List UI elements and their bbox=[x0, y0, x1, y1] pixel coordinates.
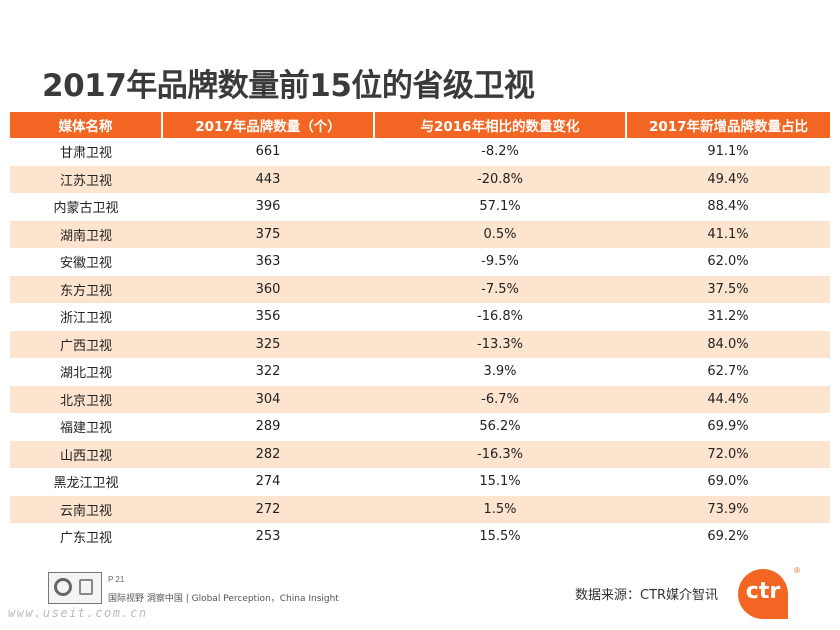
data-table: 媒体名称 2017年品牌数量（个） 与2016年相比的数量变化 2017年新增品牌数量… bbox=[10, 112, 830, 551]
column-header: 媒体名称 bbox=[10, 112, 163, 138]
channel-name-cell: 江苏卫视 bbox=[10, 165, 162, 193]
page-title: 2017年品牌数量前15位的省级卫视 bbox=[42, 68, 535, 104]
change-cell: -9.5% bbox=[374, 248, 626, 276]
brand-count-cell: 360 bbox=[162, 275, 374, 303]
change-cell: -20.8% bbox=[374, 165, 626, 193]
new-brand-share-cell: 62.0% bbox=[626, 248, 830, 276]
new-brand-share-cell: 88.4% bbox=[626, 193, 830, 221]
brand-count-cell: 375 bbox=[162, 220, 374, 248]
new-brand-share-cell: 69.9% bbox=[626, 413, 830, 441]
brand-count-cell: 274 bbox=[162, 468, 374, 496]
data-source: 数据来源：CTR媒介智讯 bbox=[575, 588, 719, 603]
table-row: 黑龙江卫视 274 15.1% 69.0% bbox=[10, 468, 830, 496]
change-cell: 56.2% bbox=[374, 413, 626, 441]
change-cell: -13.3% bbox=[374, 330, 626, 358]
channel-name-cell: 浙江卫视 bbox=[10, 303, 162, 331]
channel-name-cell: 湖南卫视 bbox=[10, 220, 162, 248]
table-row: 江苏卫视 443 -20.8% 49.4% bbox=[10, 165, 830, 193]
registered-mark-icon: ® bbox=[794, 566, 800, 575]
change-cell: 1.5% bbox=[374, 495, 626, 523]
column-header: 与2016年相比的数量变化 bbox=[374, 112, 627, 138]
change-cell: 57.1% bbox=[374, 193, 626, 221]
channel-name-cell: 云南卫视 bbox=[10, 495, 162, 523]
new-brand-share-cell: 84.0% bbox=[626, 330, 830, 358]
brand-count-cell: 356 bbox=[162, 303, 374, 331]
change-cell: 15.1% bbox=[374, 468, 626, 496]
brand-count-cell: 304 bbox=[162, 385, 374, 413]
new-brand-share-cell: 73.9% bbox=[626, 495, 830, 523]
table-row: 内蒙古卫视 396 57.1% 88.4% bbox=[10, 193, 830, 221]
table-row: 甘肃卫视 661 -8.2% 91.1% bbox=[10, 138, 830, 166]
table-row: 湖南卫视 375 0.5% 41.1% bbox=[10, 220, 830, 248]
channel-name-cell: 北京卫视 bbox=[10, 385, 162, 413]
change-cell: -7.5% bbox=[374, 275, 626, 303]
site-watermark: www.useit.com.cn bbox=[8, 606, 148, 620]
new-brand-share-cell: 72.0% bbox=[626, 440, 830, 468]
certification-logo bbox=[48, 572, 102, 604]
new-brand-share-cell: 37.5% bbox=[626, 275, 830, 303]
new-brand-share-cell: 69.0% bbox=[626, 468, 830, 496]
new-brand-share-cell: 41.1% bbox=[626, 220, 830, 248]
brand-count-cell: 363 bbox=[162, 248, 374, 276]
channel-name-cell: 湖北卫视 bbox=[10, 358, 162, 386]
channel-name-cell: 内蒙古卫视 bbox=[10, 193, 162, 221]
brand-count-cell: 661 bbox=[162, 138, 374, 166]
brand-count-cell: 282 bbox=[162, 440, 374, 468]
table-row: 山西卫视 282 -16.3% 72.0% bbox=[10, 440, 830, 468]
brand-count-cell: 322 bbox=[162, 358, 374, 386]
table-row: 福建卫视 289 56.2% 69.9% bbox=[10, 413, 830, 441]
change-cell: -16.8% bbox=[374, 303, 626, 331]
channel-name-cell: 山西卫视 bbox=[10, 440, 162, 468]
column-header: 2017年新增品牌数量占比 bbox=[626, 112, 830, 138]
change-cell: 15.5% bbox=[374, 523, 626, 551]
new-brand-share-cell: 69.2% bbox=[626, 523, 830, 551]
brand-count-cell: 272 bbox=[162, 495, 374, 523]
new-brand-share-cell: 44.4% bbox=[626, 385, 830, 413]
change-cell: -8.2% bbox=[374, 138, 626, 166]
change-cell: 0.5% bbox=[374, 220, 626, 248]
channel-name-cell: 黑龙江卫视 bbox=[10, 468, 162, 496]
table-row: 浙江卫视 356 -16.8% 31.2% bbox=[10, 303, 830, 331]
table-header-row: 媒体名称 2017年品牌数量（个） 与2016年相比的数量变化 2017年新增品牌数量… bbox=[10, 112, 830, 138]
new-brand-share-cell: 49.4% bbox=[626, 165, 830, 193]
table-row: 云南卫视 272 1.5% 73.9% bbox=[10, 495, 830, 523]
brand-count-cell: 289 bbox=[162, 413, 374, 441]
channel-name-cell: 安徽卫视 bbox=[10, 248, 162, 276]
channel-name-cell: 东方卫视 bbox=[10, 275, 162, 303]
change-cell: -16.3% bbox=[374, 440, 626, 468]
brand-count-cell: 443 bbox=[162, 165, 374, 193]
table-row: 广东卫视 253 15.5% 69.2% bbox=[10, 523, 830, 551]
table-row: 安徽卫视 363 -9.5% 62.0% bbox=[10, 248, 830, 276]
brand-count-cell: 253 bbox=[162, 523, 374, 551]
page-number: P 21 bbox=[108, 575, 125, 584]
table-body: 甘肃卫视 661 -8.2% 91.1% 江苏卫视 443 -20.8% 49.4% 内蒙古卫视… bbox=[10, 138, 830, 551]
cert-ring-icon bbox=[54, 578, 72, 596]
channel-name-cell: 福建卫视 bbox=[10, 413, 162, 441]
table-row: 湖北卫视 322 3.9% 62.7% bbox=[10, 358, 830, 386]
new-brand-share-cell: 62.7% bbox=[626, 358, 830, 386]
table-row: 北京卫视 304 -6.7% 44.4% bbox=[10, 385, 830, 413]
change-cell: 3.9% bbox=[374, 358, 626, 386]
column-header: 2017年品牌数量（个） bbox=[162, 112, 375, 138]
new-brand-share-cell: 31.2% bbox=[626, 303, 830, 331]
channel-name-cell: 广东卫视 bbox=[10, 523, 162, 551]
ctr-logo: ctr bbox=[738, 569, 788, 619]
table-row: 广西卫视 325 -13.3% 84.0% bbox=[10, 330, 830, 358]
change-cell: -6.7% bbox=[374, 385, 626, 413]
brand-count-cell: 325 bbox=[162, 330, 374, 358]
brand-count-cell: 396 bbox=[162, 193, 374, 221]
new-brand-share-cell: 91.1% bbox=[626, 138, 830, 166]
table-row: 东方卫视 360 -7.5% 37.5% bbox=[10, 275, 830, 303]
cert-badge-icon bbox=[79, 579, 93, 595]
channel-name-cell: 广西卫视 bbox=[10, 330, 162, 358]
channel-name-cell: 甘肃卫视 bbox=[10, 138, 162, 166]
footer-tagline: 国际视野 洞察中国 | Global Perception，China Insi… bbox=[108, 594, 339, 604]
